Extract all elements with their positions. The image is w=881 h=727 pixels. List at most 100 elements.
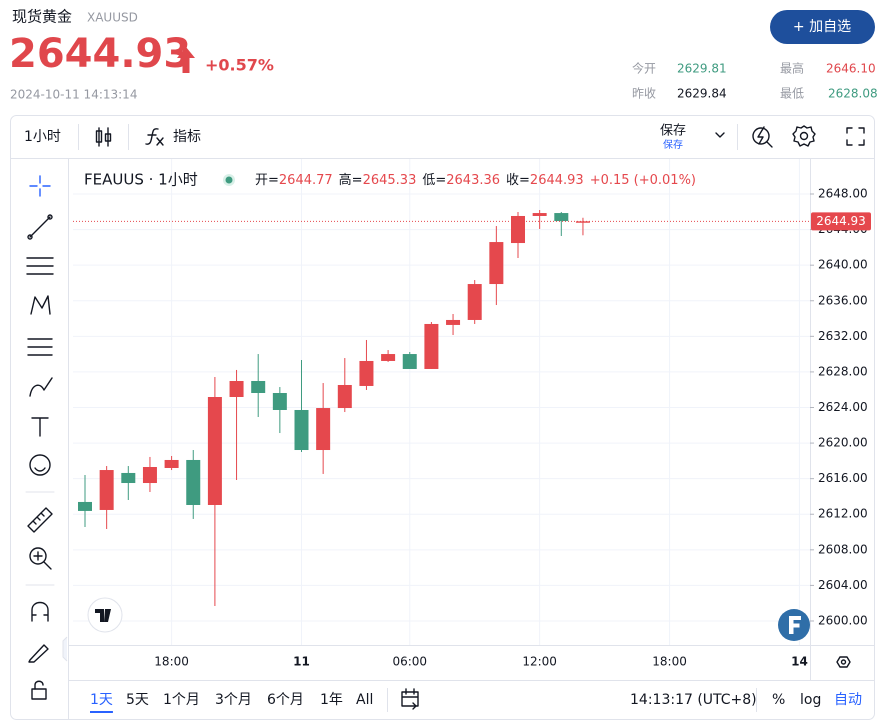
instrument-name: 现货黄金 [12, 8, 72, 26]
y-tick-label: 2608.00 [818, 542, 868, 556]
range-button[interactable]: 1天 [90, 692, 113, 708]
add-watchlist-button[interactable]: + 加自选 [770, 10, 875, 44]
legend-item: 开=2644.77 [255, 173, 333, 188]
crosshair-tool[interactable] [29, 175, 51, 197]
legend-value: 2645.33 [363, 173, 417, 188]
lock-tool[interactable] [31, 688, 47, 700]
candle-body [207, 397, 222, 505]
range-button[interactable]: 6个月 [267, 692, 304, 708]
x-tick-label: 18:00 [154, 655, 189, 669]
legend-label: 开= [255, 173, 279, 188]
candle-body [294, 409, 309, 451]
text-tool[interactable] [31, 417, 49, 437]
stat-value: 2646.10 [826, 62, 876, 76]
candle-body [229, 380, 244, 398]
alert-icon[interactable] [752, 126, 773, 148]
range-button[interactable]: 1个月 [163, 692, 200, 708]
candle-body [78, 501, 92, 511]
fullscreen-icon[interactable] [846, 127, 865, 146]
emoji-tool[interactable] [29, 454, 51, 476]
candle-body [359, 360, 374, 386]
button-bg[interactable] [770, 10, 875, 44]
indicator-icon[interactable] [145, 128, 164, 146]
date-range-icon[interactable] [401, 688, 419, 710]
chart-title: FEAUUS · 1小时 [84, 171, 198, 189]
lock-drawing-tool[interactable] [28, 644, 49, 663]
pattern-tool[interactable] [30, 295, 51, 315]
y-tick-label: 2616.00 [818, 471, 868, 485]
axis-settings-icon[interactable] [836, 656, 851, 668]
brush-tool[interactable] [29, 377, 53, 397]
candle-body [489, 242, 504, 285]
tool-dot [27, 234, 33, 240]
price-change: +0.57% [205, 56, 274, 75]
legend-label: 高= [339, 172, 363, 188]
lock-shackle [34, 680, 44, 690]
magnet-tool[interactable] [31, 601, 49, 622]
button-label[interactable]: + 加自选 [793, 19, 851, 35]
drawing-tools [25, 175, 55, 700]
brand-logo[interactable] [778, 609, 810, 641]
zoom-glyph [33, 551, 52, 570]
range-button[interactable]: 1年 [320, 692, 343, 708]
logo-glyph [95, 609, 111, 622]
save-status: 保存 [663, 138, 683, 151]
y-tick-label: 2624.00 [818, 400, 868, 414]
stat-label: 最低 [780, 87, 804, 101]
interval-button[interactable]: 1小时 [24, 129, 61, 145]
fib-tool[interactable] [26, 257, 54, 275]
save-menu-chevron[interactable] [715, 132, 725, 138]
grid [73, 158, 810, 645]
percent-toggle[interactable]: % [772, 692, 785, 708]
y-tick-label: 2640.00 [818, 258, 868, 272]
stat-value: 2629.81 [677, 62, 727, 76]
stat-label: 昨收 [632, 87, 656, 101]
legend-value: 2643.36 [446, 173, 500, 188]
trend-line-tool[interactable] [29, 216, 51, 238]
save-button[interactable]: 保存 [660, 124, 686, 139]
stat-label: 最高 [780, 61, 804, 76]
y-tick-label: 2620.00 [818, 436, 868, 450]
log-toggle[interactable]: log [800, 692, 821, 708]
candle-body [424, 323, 439, 369]
sidebar-collapse[interactable] [62, 636, 68, 662]
tool-dot [47, 214, 53, 220]
quote-time: 2024-10-11 14:13:14 [10, 88, 137, 102]
candle-body [554, 213, 569, 222]
candle-body [142, 467, 157, 484]
projection-tool[interactable] [27, 338, 53, 356]
settings-icon[interactable] [792, 125, 816, 147]
legend-item: 高=2645.33 [339, 172, 417, 188]
stat-value: 2629.84 [677, 87, 727, 101]
legend-item: +0.15 (+0.01%) [590, 173, 696, 188]
candle-body [99, 470, 114, 510]
range-button[interactable]: 5天 [126, 692, 149, 708]
candle-type-icon[interactable] [95, 127, 112, 147]
brand-glyph [789, 616, 801, 634]
candle-body [446, 319, 461, 325]
emoji-smile [34, 467, 46, 472]
indicators-button[interactable]: 指标 [173, 129, 201, 145]
up-arrow [177, 47, 195, 73]
candle-body [272, 392, 287, 410]
range-selector: 1天 5天 1个月 3个月 6个月 1年 All [90, 692, 373, 713]
candle-body [121, 472, 136, 484]
auto-toggle[interactable]: 自动 [834, 692, 862, 708]
range-button[interactable]: 3个月 [215, 692, 252, 708]
candle-body [467, 284, 482, 320]
ruler-tool[interactable] [27, 507, 53, 533]
legend-label: 收= [506, 173, 530, 188]
last-price-label: 2644.93 [816, 214, 866, 228]
candle-body [402, 354, 417, 369]
legend-value: +0.15 (+0.01%) [590, 173, 696, 188]
candle-body [575, 221, 590, 223]
range-button[interactable]: All [356, 692, 373, 708]
y-tick-label: 2632.00 [818, 329, 868, 343]
candle-body [316, 408, 331, 451]
legend-item: 低=2643.36 [422, 173, 500, 188]
tradingview-logo[interactable] [87, 597, 123, 633]
zoom-tool[interactable] [29, 547, 47, 565]
